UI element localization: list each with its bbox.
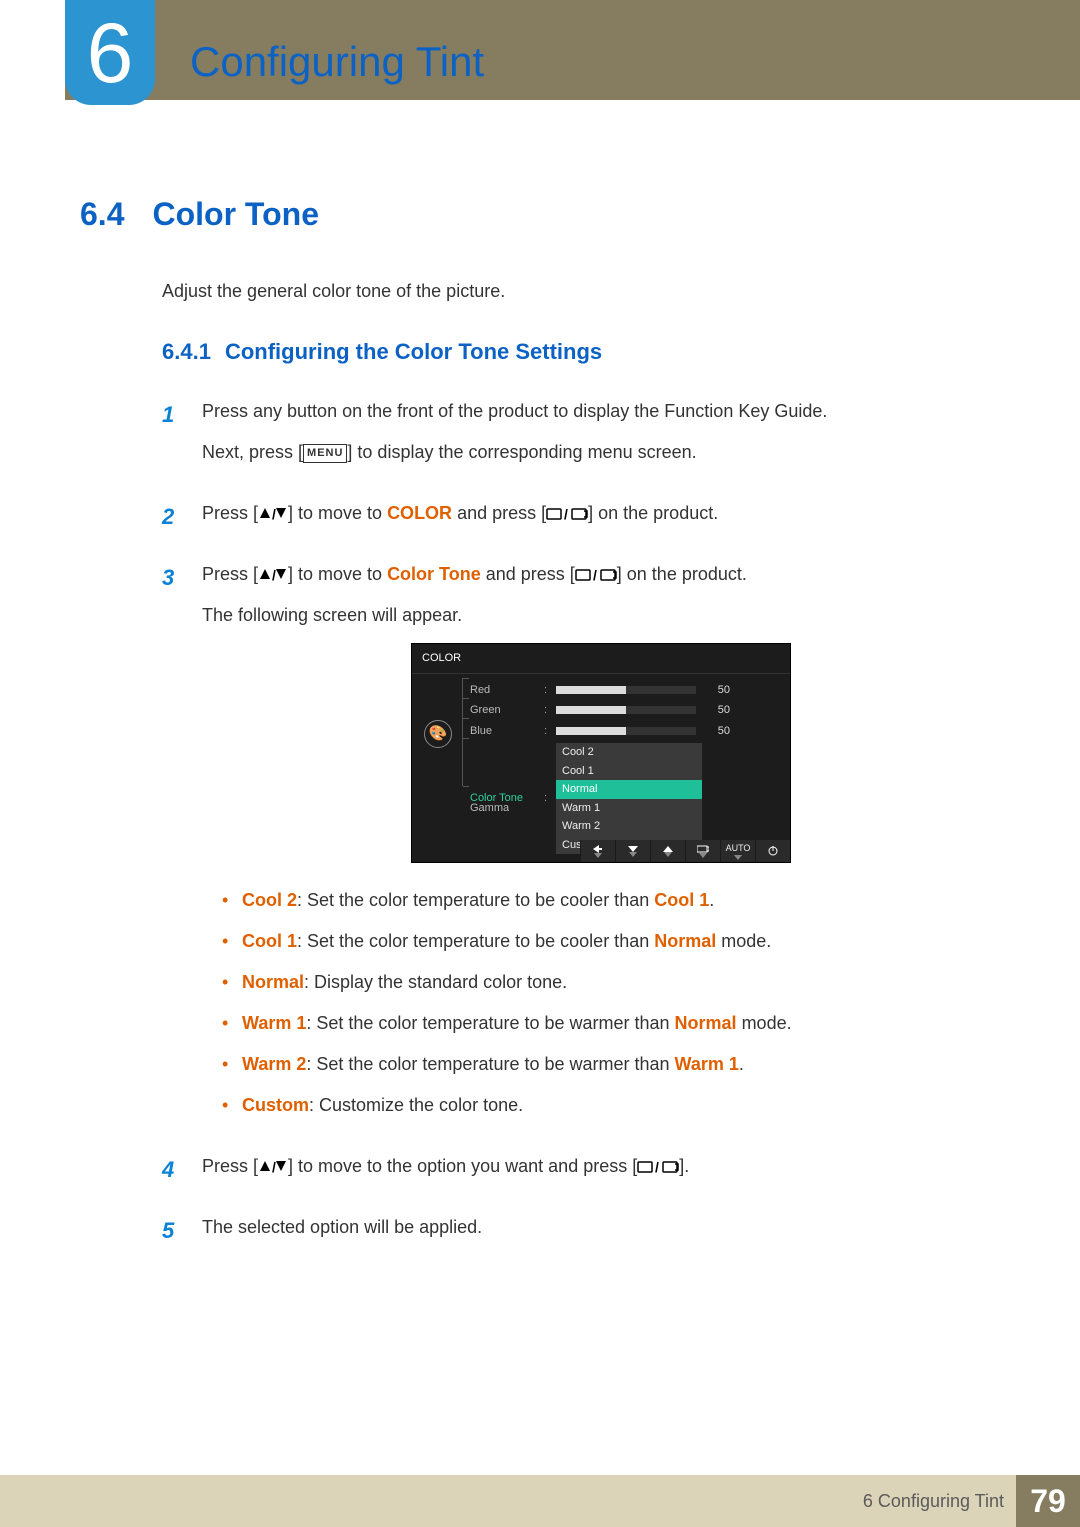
select-source-icon: /: [637, 1159, 679, 1175]
option-bullet: Warm 1: Set the color temperature to be …: [222, 1010, 1000, 1037]
step-number: 2: [162, 500, 182, 541]
page-content: 6.4 Color Tone Adjust the general color …: [80, 190, 1000, 1275]
option-name: Custom: [242, 1095, 309, 1115]
step-1: 1 Press any button on the front of the p…: [162, 398, 1000, 480]
highlight-color-tone: Color Tone: [387, 564, 481, 584]
option-name: Cool 1: [242, 931, 297, 951]
option-name: Warm 2: [242, 1054, 306, 1074]
osd-dropdown-option: Cool 1: [556, 762, 702, 781]
svg-text:/: /: [655, 1159, 659, 1175]
up-down-arrows-icon: /: [258, 1159, 288, 1175]
section-intro: Adjust the general color tone of the pic…: [162, 278, 1000, 305]
step-text: Press [/] to move to the option you want…: [202, 1153, 1000, 1180]
osd-slider-value: 50: [700, 702, 730, 719]
option-bullet: Cool 1: Set the color temperature to be …: [222, 928, 1000, 955]
footer-chapter-label: 6 Configuring Tint: [863, 1488, 1004, 1515]
osd-enter-icon: [685, 840, 720, 862]
osd-dropdown-option: Normal: [556, 780, 702, 799]
section-title: Color Tone: [152, 190, 319, 238]
svg-text:/: /: [564, 506, 568, 522]
subsection-heading: 6.4.1 Configuring the Color Tone Setting…: [162, 335, 1000, 368]
option-bullet: Cool 2: Set the color temperature to be …: [222, 887, 1000, 914]
step-2: 2 Press [/] to move to COLOR and press […: [162, 500, 1000, 541]
select-source-icon: /: [546, 506, 588, 522]
highlight-color: COLOR: [387, 503, 452, 523]
select-source-icon: /: [575, 567, 617, 583]
osd-dropdown-option: Cool 2: [556, 743, 702, 762]
osd-footer-buttons: AUTO: [580, 840, 790, 862]
page-footer: 6 Configuring Tint 79: [0, 1475, 1080, 1527]
step-text: Press [/] to move to Color Tone and pres…: [202, 561, 1000, 588]
svg-text:/: /: [272, 567, 276, 583]
option-bullet: Normal: Display the standard color tone.: [222, 969, 1000, 996]
osd-label-gamma: Gamma: [470, 800, 540, 817]
chapter-title: Configuring Tint: [190, 30, 484, 93]
option-ref: Cool 1: [654, 890, 709, 910]
option-name: Cool 2: [242, 890, 297, 910]
options-bullet-list: Cool 2: Set the color temperature to be …: [222, 887, 1000, 1119]
step-text: Press [/] to move to COLOR and press [/]…: [202, 500, 1000, 527]
step-number: 5: [162, 1214, 182, 1255]
osd-back-icon: [580, 840, 615, 862]
osd-slider-label: Green: [470, 702, 540, 719]
up-down-arrows-icon: /: [258, 506, 288, 522]
option-ref: Normal: [654, 931, 716, 951]
svg-text:/: /: [272, 1159, 276, 1175]
subsection-title: Configuring the Color Tone Settings: [225, 335, 602, 368]
osd-slider-label: Blue: [470, 723, 540, 740]
step-text: The following screen will appear.: [202, 602, 1000, 629]
steps-list: 1 Press any button on the front of the p…: [162, 398, 1000, 1255]
osd-slider-row: Blue:50: [412, 721, 790, 742]
step-number: 4: [162, 1153, 182, 1194]
option-name: Normal: [242, 972, 304, 992]
osd-slider-track: [556, 686, 696, 694]
section-heading: 6.4 Color Tone: [80, 190, 1000, 238]
osd-dropdown-option: Warm 2: [556, 817, 702, 836]
osd-down-icon: [615, 840, 650, 862]
step-text: Next, press [MENU] to display the corres…: [202, 439, 1000, 466]
up-down-arrows-icon: /: [258, 567, 288, 583]
osd-slider-track: [556, 706, 696, 714]
option-ref: Warm 1: [675, 1054, 739, 1074]
subsection-number: 6.4.1: [162, 335, 211, 368]
osd-up-icon: [650, 840, 685, 862]
step-4: 4 Press [/] to move to the option you wa…: [162, 1153, 1000, 1194]
osd-slider-value: 50: [700, 723, 730, 740]
osd-row-gamma: Gamma: [412, 798, 790, 819]
step-number: 1: [162, 398, 182, 480]
footer-page-number: 79: [1016, 1475, 1080, 1527]
section-number: 6.4: [80, 190, 124, 238]
option-bullet: Warm 2: Set the color temperature to be …: [222, 1051, 1000, 1078]
osd-slider-label: Red: [470, 682, 540, 699]
menu-button-icon: MENU: [303, 444, 347, 463]
osd-slider-row: Green:50: [412, 700, 790, 721]
option-ref: Normal: [675, 1013, 737, 1033]
option-name: Warm 1: [242, 1013, 306, 1033]
option-bullet: Custom: Customize the color tone.: [222, 1092, 1000, 1119]
step-3: 3 Press [/] to move to Color Tone and pr…: [162, 561, 1000, 1133]
step-text: The selected option will be applied.: [202, 1214, 1000, 1241]
step-text: Press any button on the front of the pro…: [202, 398, 1000, 425]
osd-screenshot: COLOR 🎨 Red:50Green:50Blue:50 Color Tone…: [411, 643, 791, 863]
chapter-number-badge: 6: [65, 0, 155, 105]
osd-power-icon: [755, 840, 790, 862]
osd-slider-track: [556, 727, 696, 735]
osd-title: COLOR: [412, 644, 790, 674]
svg-text:/: /: [272, 506, 276, 522]
osd-auto-label: AUTO: [720, 840, 755, 862]
osd-slider-value: 50: [700, 682, 730, 699]
step-number: 3: [162, 561, 182, 1133]
osd-slider-row: Red:50: [412, 680, 790, 701]
svg-text:/: /: [593, 567, 597, 583]
step-5: 5 The selected option will be applied.: [162, 1214, 1000, 1255]
